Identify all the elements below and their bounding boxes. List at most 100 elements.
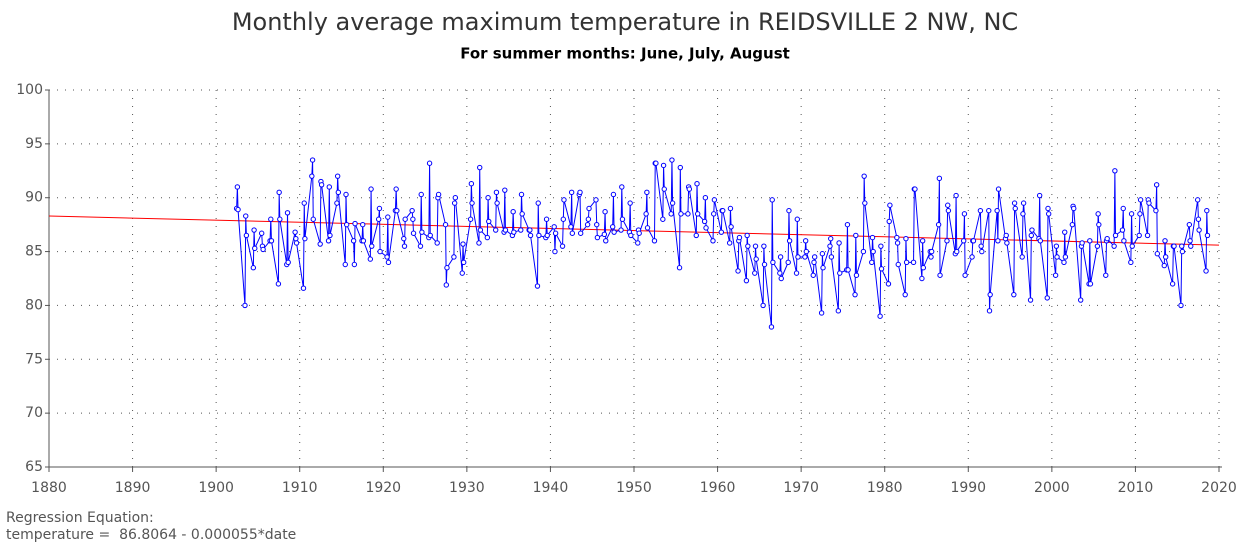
data-point (375, 216, 382, 222)
data-point (342, 261, 348, 268)
data-point (325, 238, 332, 244)
data-point (1203, 268, 1209, 274)
data-point (1179, 243, 1185, 249)
data-point (978, 243, 984, 249)
data-point (660, 216, 666, 222)
x-tick-label: 2020 (1201, 480, 1237, 496)
data-point (936, 175, 943, 182)
data-point (594, 221, 600, 228)
data-point (828, 235, 834, 242)
data-point (753, 256, 759, 262)
data-point (1103, 272, 1109, 278)
data-point (852, 291, 858, 298)
data-point (844, 221, 851, 228)
data-point (1119, 227, 1126, 233)
data-point (234, 184, 241, 190)
data-point (477, 164, 483, 171)
y-tick-label: 80 (25, 297, 43, 313)
data-point (317, 241, 323, 247)
data-point (619, 184, 625, 190)
data-point (920, 265, 927, 271)
data-point (243, 213, 249, 219)
data-point (676, 265, 683, 271)
data-point (619, 216, 626, 222)
data-point (252, 245, 258, 252)
x-tick-label: 1990 (950, 480, 986, 496)
data-point (268, 238, 275, 244)
data-point (309, 157, 316, 163)
data-point (569, 230, 576, 236)
data-point (451, 254, 457, 260)
data-point (635, 240, 641, 246)
data-point (885, 281, 892, 287)
data-point (494, 200, 500, 206)
x-tick-label: 2000 (1034, 480, 1070, 496)
data-point (802, 238, 809, 244)
data-point (1129, 243, 1135, 249)
data-point (310, 216, 316, 222)
data-point (1136, 232, 1142, 239)
data-point (1144, 232, 1151, 239)
data-point (334, 200, 340, 206)
y-tick-label: 70 (25, 405, 43, 421)
y-tick-label: 65 (25, 459, 43, 475)
data-point (235, 206, 241, 213)
data-point (701, 218, 708, 225)
data-point (736, 234, 743, 241)
y-tick-label: 75 (25, 351, 43, 367)
data-point (561, 197, 567, 203)
x-tick-label: 1880 (31, 480, 67, 496)
data-point (452, 195, 459, 201)
data-point (962, 272, 968, 278)
data-point (977, 207, 984, 214)
data-point (761, 261, 768, 268)
data-point (827, 243, 833, 249)
data-point (979, 248, 985, 255)
y-tick-label: 100 (16, 82, 43, 98)
data-point (1004, 240, 1010, 246)
data-point (468, 181, 475, 187)
data-point (768, 324, 775, 330)
data-point (694, 181, 700, 187)
data-point (861, 173, 867, 179)
data-point (442, 221, 449, 228)
data-point (969, 254, 975, 260)
data-point (568, 224, 574, 230)
data-point (627, 200, 633, 206)
data-point (427, 232, 433, 239)
data-point (987, 291, 993, 298)
data-point (894, 240, 901, 246)
data-point (1045, 205, 1051, 212)
data-point (653, 160, 659, 166)
data-point (493, 189, 500, 196)
data-point (577, 189, 583, 196)
data-point (1087, 281, 1094, 287)
data-point (986, 207, 992, 214)
data-point (869, 259, 875, 266)
data-point (1053, 243, 1060, 249)
data-point (1137, 211, 1143, 217)
data-point (1146, 200, 1152, 206)
data-point (559, 243, 566, 249)
data-point (986, 308, 993, 314)
data-point (1186, 221, 1193, 228)
data-point (535, 200, 541, 206)
data-point (1062, 254, 1069, 260)
x-tick-label: 1890 (115, 480, 151, 496)
data-point (1169, 281, 1176, 287)
data-point (609, 224, 616, 230)
x-tick-label: 2010 (1118, 480, 1154, 496)
data-point (1204, 232, 1211, 239)
data-point (1036, 192, 1043, 199)
data-point (417, 243, 424, 249)
data-point (258, 230, 265, 236)
data-point (718, 229, 725, 235)
data-point (944, 238, 950, 244)
data-point (953, 192, 959, 199)
data-point (485, 195, 491, 201)
data-point (1179, 248, 1186, 255)
data-point (837, 270, 843, 276)
x-tick-label: 1900 (198, 480, 234, 496)
data-point (945, 202, 951, 208)
data-point (902, 291, 908, 298)
